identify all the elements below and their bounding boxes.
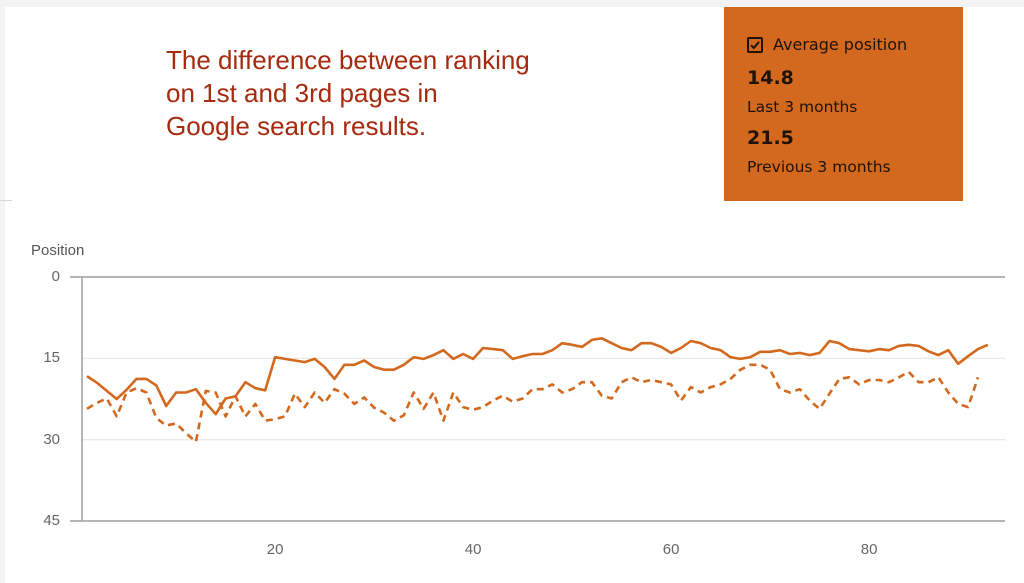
y-tick-label: 15 xyxy=(43,349,60,367)
current-average-value: 14.8 xyxy=(747,67,794,89)
annotation-line: Google search results. xyxy=(166,111,427,141)
annotation-line: on 1st and 3rd pages in xyxy=(166,78,438,108)
page-frame-left xyxy=(0,0,5,583)
card-title: Average position xyxy=(773,35,908,54)
checkbox-checked-icon[interactable] xyxy=(747,36,763,53)
previous-average-value: 21.5 xyxy=(747,127,794,149)
x-tick-label: 20 xyxy=(266,541,284,558)
divider xyxy=(0,200,12,201)
current-period-label: Last 3 months xyxy=(747,98,858,116)
annotation-text: The difference between ranking on 1st an… xyxy=(166,44,530,143)
y-tick-label: 30 xyxy=(43,430,60,448)
position-chart: Position 0 15 30 45 20 40 60 80 xyxy=(0,230,1024,583)
y-axis-title: Position xyxy=(31,242,85,259)
x-tick-label: 80 xyxy=(860,541,878,558)
page-frame-top xyxy=(0,0,1024,7)
plot-area xyxy=(70,276,1005,522)
x-tick-label: 40 xyxy=(464,541,482,558)
average-position-toggle[interactable]: Average position xyxy=(747,35,907,54)
previous-period-line xyxy=(86,363,980,444)
y-tick-label: 0 xyxy=(51,268,60,285)
current-period-line xyxy=(86,337,989,416)
annotation-line: The difference between ranking xyxy=(166,45,530,75)
previous-period-label: Previous 3 months xyxy=(747,158,891,176)
average-position-card: Average position 14.8 Last 3 months 21.5… xyxy=(724,7,963,201)
y-tick-label: 45 xyxy=(43,512,60,529)
x-tick-label: 60 xyxy=(662,541,680,558)
